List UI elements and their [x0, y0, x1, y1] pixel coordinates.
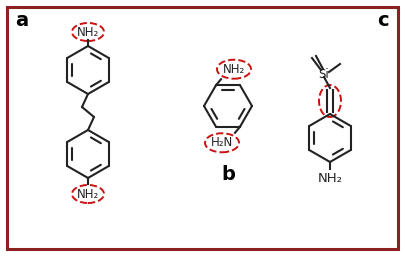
Text: a: a: [15, 10, 29, 29]
Text: Si: Si: [319, 68, 329, 80]
Text: H₂N: H₂N: [211, 136, 233, 149]
Text: b: b: [221, 165, 235, 184]
Text: NH₂: NH₂: [223, 63, 245, 76]
Text: c: c: [377, 10, 389, 29]
Text: NH₂: NH₂: [318, 172, 343, 185]
Text: NH₂: NH₂: [77, 26, 99, 38]
Text: NH₂: NH₂: [77, 187, 99, 200]
